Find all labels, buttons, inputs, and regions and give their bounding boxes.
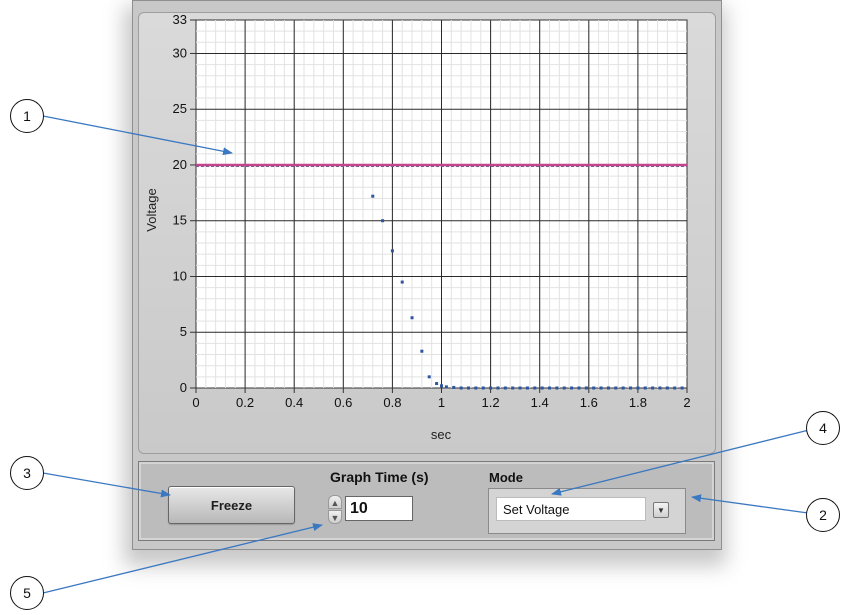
data-point	[555, 386, 559, 390]
x-tick-label: 1.6	[580, 395, 598, 410]
data-point	[592, 386, 596, 390]
data-point	[525, 386, 529, 390]
data-point	[599, 386, 603, 390]
y-axis-label: Voltage	[144, 188, 159, 231]
data-point	[420, 349, 424, 353]
data-point	[444, 385, 448, 389]
y-tick-label: 10	[173, 268, 187, 283]
data-point	[381, 219, 385, 223]
y-tick-label: 5	[180, 324, 187, 339]
callout-3: 3	[10, 456, 44, 490]
data-point	[665, 386, 669, 390]
data-point	[459, 386, 463, 390]
x-tick-label: 0.6	[334, 395, 352, 410]
data-point	[371, 194, 375, 198]
y-tick-label: 0	[180, 380, 187, 395]
x-axis-ticks: 0 0.2 0.4 0.6 0.8 1 1.2 1.4 1.6 1.8 2	[192, 388, 691, 410]
callout-1: 1	[10, 99, 44, 133]
data-point	[489, 386, 493, 390]
x-tick-label: 0.4	[285, 395, 303, 410]
data-point	[474, 386, 478, 390]
callout-5: 5	[10, 576, 44, 610]
x-tick-label: 1.4	[531, 395, 549, 410]
data-point	[503, 386, 507, 390]
data-point	[496, 386, 500, 390]
x-axis-label: sec	[431, 427, 452, 442]
freeze-button[interactable]: Freeze	[168, 486, 295, 524]
dropdown-arrow-icon[interactable]: ▼	[653, 502, 669, 518]
data-point	[511, 386, 515, 390]
graph-time-label: Graph Time (s)	[330, 469, 429, 485]
data-point	[629, 386, 633, 390]
series-layer	[196, 163, 687, 390]
mode-select[interactable]: Set Voltage	[496, 497, 646, 521]
y-tick-label: 30	[173, 45, 187, 60]
decrement-icon[interactable]: ▼	[328, 510, 342, 524]
data-point	[606, 386, 610, 390]
data-point	[540, 386, 544, 390]
data-point	[584, 386, 588, 390]
increment-icon[interactable]: ▲	[328, 495, 342, 509]
x-tick-label: 2	[683, 395, 690, 410]
y-tick-label: 33	[173, 12, 187, 27]
data-point	[577, 386, 581, 390]
data-point	[673, 386, 677, 390]
data-point	[614, 386, 618, 390]
data-point	[440, 384, 443, 388]
graph-time-input[interactable]	[345, 496, 413, 521]
data-point	[467, 386, 471, 390]
data-point	[390, 249, 394, 253]
y-tick-label: 25	[173, 101, 187, 116]
data-point	[452, 385, 456, 389]
data-point	[651, 386, 655, 390]
graph-time-stepper[interactable]: ▲ ▼	[328, 495, 342, 525]
x-tick-label: 1.2	[482, 395, 500, 410]
freeze-button-label: Freeze	[210, 497, 253, 513]
callout-4: 4	[806, 411, 840, 445]
data-point	[435, 382, 439, 386]
x-tick-label: 1.8	[629, 395, 647, 410]
y-tick-label: 20	[173, 157, 187, 172]
x-tick-label: 0.8	[383, 395, 401, 410]
data-point	[570, 386, 574, 390]
y-tick-label: 15	[173, 213, 187, 228]
data-point	[481, 386, 485, 390]
data-point	[427, 375, 431, 379]
y-axis-ticks: 33 30 25 20 15 10 5 0	[173, 12, 196, 395]
data-point	[400, 280, 404, 284]
data-point	[643, 386, 647, 390]
mode-label: Mode	[489, 470, 523, 485]
x-tick-label: 0	[192, 395, 199, 410]
x-tick-label: 0.2	[236, 395, 254, 410]
data-point	[636, 386, 640, 390]
x-tick-label: 1	[438, 395, 445, 410]
data-point	[410, 316, 414, 320]
data-point	[548, 386, 552, 390]
data-point	[621, 386, 625, 390]
data-point	[658, 386, 662, 390]
data-point	[518, 386, 522, 390]
data-point	[533, 386, 537, 390]
callout-2: 2	[806, 498, 840, 532]
data-point	[680, 386, 684, 390]
data-point	[562, 386, 566, 390]
